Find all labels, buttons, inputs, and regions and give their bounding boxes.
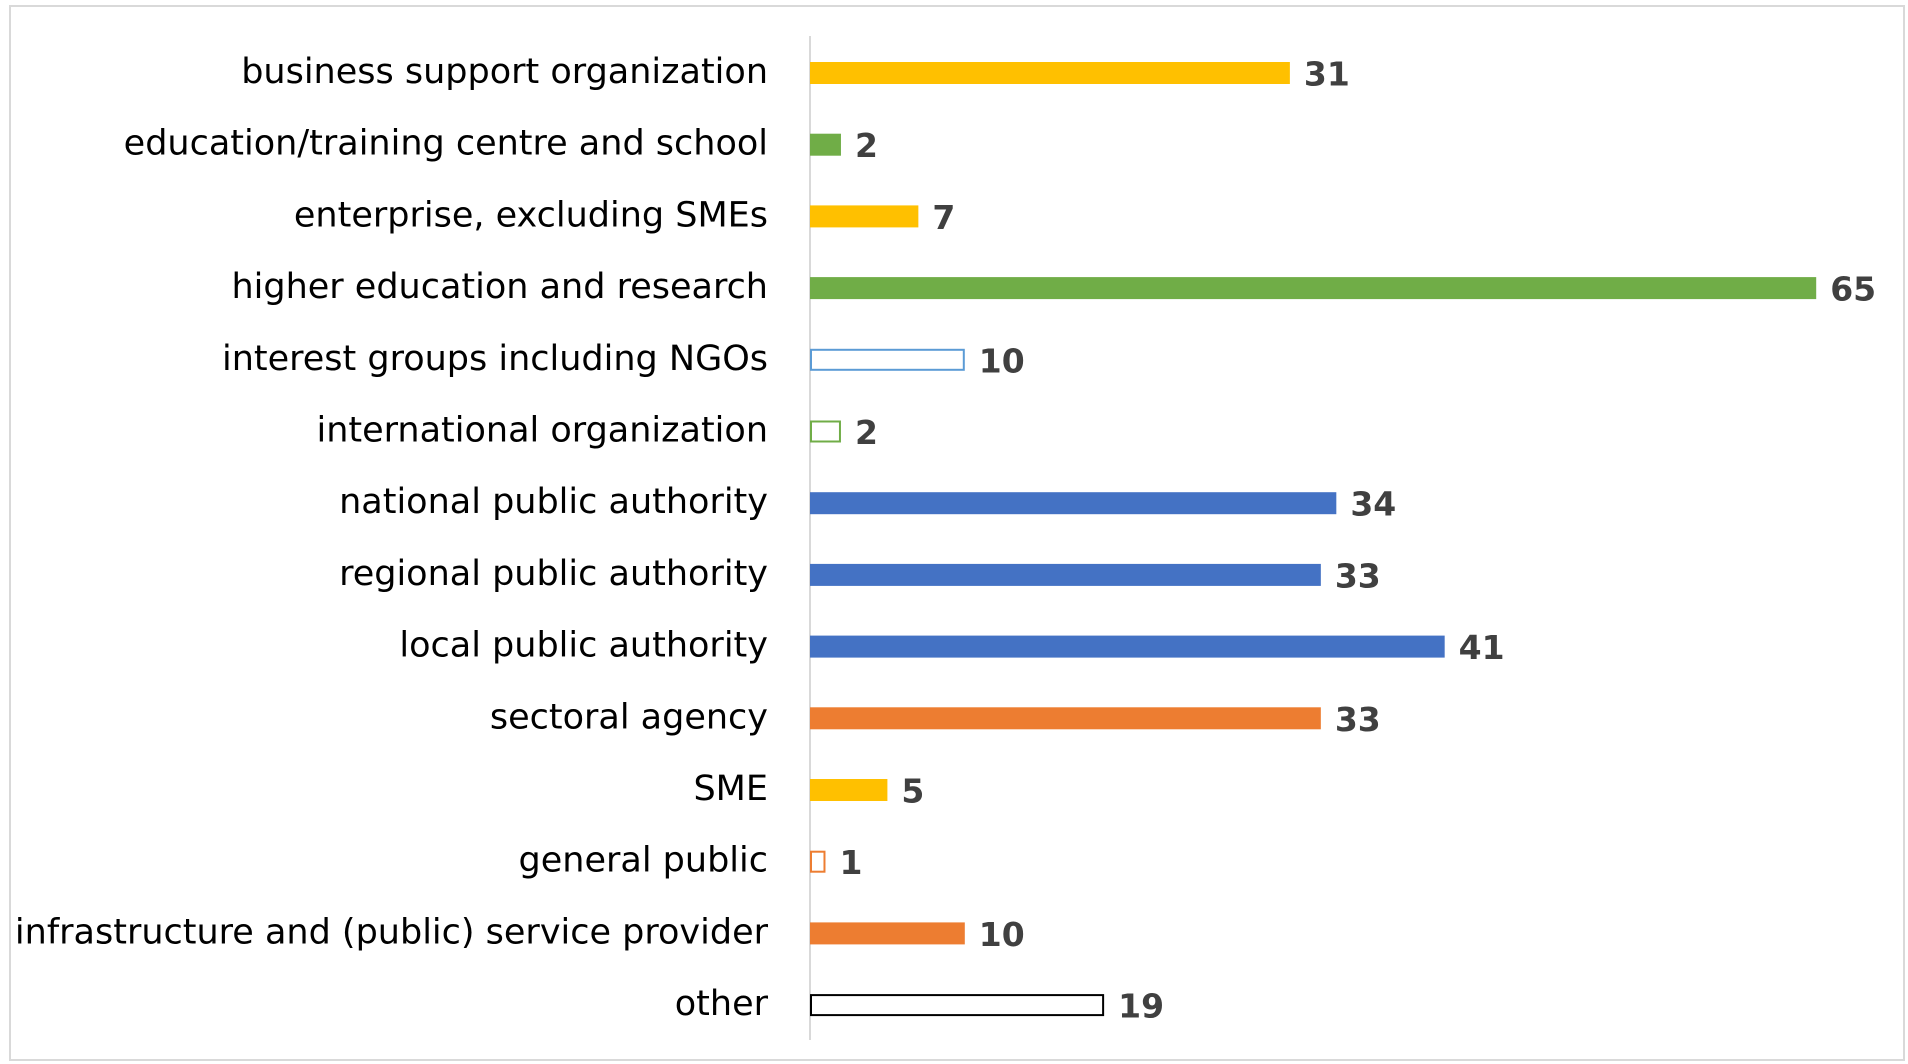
value-label: 33 (1335, 556, 1381, 595)
category-label: local public authority (399, 626, 768, 666)
category-label: sectoral agency (490, 697, 768, 737)
category-label: regional public authority (339, 554, 768, 594)
bar (810, 420, 841, 443)
category-label: international organization (316, 411, 768, 451)
bar (810, 205, 919, 228)
value-label: 1 (839, 843, 862, 882)
value-label: 34 (1350, 485, 1396, 524)
category-label: general public (519, 841, 768, 881)
bar (810, 707, 1321, 730)
value-label: 2 (855, 126, 878, 165)
bar (810, 635, 1445, 658)
category-label: interest groups including NGOs (222, 339, 768, 379)
value-label: 31 (1304, 55, 1350, 94)
category-label: education/training centre and school (124, 124, 768, 164)
category-label: national public authority (339, 482, 768, 522)
bar (810, 62, 1290, 84)
category-label: higher education and research (231, 267, 768, 307)
value-label: 7 (932, 198, 955, 237)
value-label: 5 (901, 772, 924, 811)
bar (810, 779, 888, 801)
category-label: other (675, 984, 769, 1024)
bar (810, 492, 1337, 515)
value-label: 65 (1830, 270, 1876, 309)
value-label: 10 (979, 915, 1025, 954)
bar (810, 133, 841, 156)
value-label: 33 (1335, 700, 1381, 739)
bar (810, 563, 1321, 586)
bar (810, 994, 1105, 1017)
value-label: 2 (855, 413, 878, 452)
value-label: 41 (1459, 628, 1505, 667)
bar (810, 922, 965, 945)
value-label: 19 (1118, 987, 1164, 1026)
chart-border (9, 5, 1905, 1061)
value-label: 10 (979, 341, 1025, 380)
bar (810, 850, 826, 873)
category-label: SME (693, 769, 768, 809)
bar (810, 348, 965, 371)
category-label: business support organization (241, 52, 768, 92)
category-label: infrastructure and (public) service prov… (15, 912, 769, 952)
category-label: enterprise, excluding SMEs (294, 195, 768, 235)
bar (810, 277, 1817, 300)
